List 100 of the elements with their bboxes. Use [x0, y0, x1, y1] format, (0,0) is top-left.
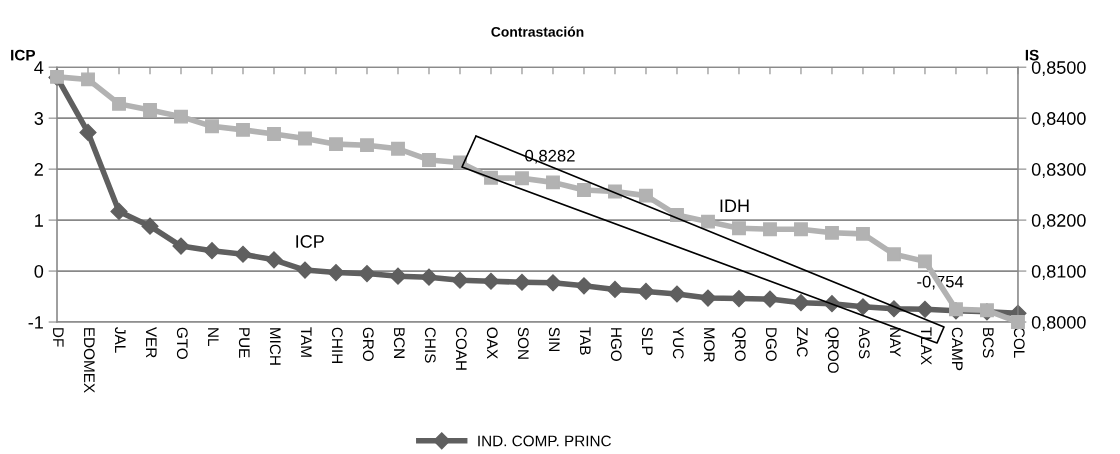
y2-tick-label: 0,8400 — [1031, 112, 1086, 128]
point — [422, 153, 436, 167]
point — [79, 123, 97, 141]
point — [389, 267, 407, 285]
point — [296, 261, 314, 279]
point — [298, 131, 312, 146]
x-tick-label: BCN — [393, 328, 405, 358]
x-tick-label: TAB — [580, 327, 591, 355]
point — [637, 282, 655, 300]
y-axis-title: ICP — [11, 49, 36, 61]
x-tick-label: BCS — [982, 328, 994, 358]
x-tick-label: SLP — [641, 327, 653, 355]
point — [234, 245, 252, 263]
y2-tick-label: 0,8300 — [1031, 163, 1086, 178]
y-tick-label: 0 — [34, 264, 44, 278]
point — [918, 254, 932, 269]
x-tick-label: JAL — [114, 327, 126, 353]
point — [854, 298, 872, 316]
x-tick-label: CHIS — [424, 327, 436, 363]
x-tick-label: EDOMEX — [83, 328, 95, 393]
point — [420, 268, 438, 286]
point — [358, 265, 376, 283]
point — [236, 122, 250, 137]
point — [265, 251, 283, 269]
y-tick-label: 1 — [35, 214, 43, 227]
x-tick-label: TAM — [301, 327, 312, 357]
y-tick-label: 2 — [34, 163, 43, 176]
point — [825, 225, 839, 240]
point — [205, 119, 219, 134]
x-tick-label: NAY — [890, 328, 901, 357]
point — [668, 285, 686, 303]
point — [639, 188, 653, 203]
y-tick-label: 3 — [34, 112, 44, 125]
point — [544, 274, 562, 292]
x-tick-label: CAMP — [951, 327, 963, 371]
x-tick-label: GTO — [176, 327, 188, 359]
x-tick-label: ZAC — [796, 327, 808, 357]
point — [730, 290, 748, 308]
annotation: 0,8282 — [525, 149, 575, 164]
point — [792, 294, 810, 312]
x-tick-label: OAX — [486, 327, 498, 359]
point — [451, 271, 469, 289]
x-tick-label: DGO — [765, 328, 777, 361]
y2-tick-label: 0,8200 — [1031, 214, 1086, 229]
legend-label: IND. COMP. PRINC — [478, 435, 611, 447]
point — [577, 183, 591, 197]
x-tick-label: COAH — [455, 327, 467, 370]
point — [203, 242, 221, 260]
point — [391, 141, 405, 156]
x-tick-label: SIN — [548, 327, 560, 352]
annotation: ICP — [296, 235, 324, 248]
x-tick-label: CHIH — [331, 327, 343, 363]
x-tick-label: HGO — [610, 328, 622, 361]
point — [172, 237, 190, 255]
x-tick-label: PUE — [238, 328, 250, 358]
y-tick-label: 4 — [34, 61, 44, 74]
point — [143, 103, 157, 117]
chart-title: Contrastación — [491, 26, 584, 37]
point — [81, 72, 95, 87]
x-tick-label: DF — [53, 328, 64, 347]
point — [482, 272, 500, 290]
point — [916, 300, 934, 318]
y-tick-label: -1 — [28, 316, 43, 329]
annotation: IDH — [720, 199, 749, 213]
point — [761, 290, 779, 308]
x-tick-label: VER — [146, 326, 157, 358]
point — [794, 222, 808, 237]
x-tick-label: MICH — [269, 328, 281, 365]
point — [327, 264, 345, 282]
point — [174, 109, 188, 124]
x-tick-label: MOR — [703, 328, 715, 362]
point — [513, 273, 531, 291]
point — [575, 277, 593, 295]
x-tick-label: TLAX — [921, 327, 932, 365]
x-tick-label: GRO — [362, 327, 374, 361]
point — [699, 289, 717, 307]
x-tick-label: YUC — [672, 327, 684, 359]
point — [110, 202, 128, 220]
x-tick-label: AGS — [858, 326, 870, 359]
point — [606, 280, 624, 298]
y2-tick-label: 0,8000 — [1031, 315, 1086, 331]
x-tick-label: SON — [517, 327, 529, 359]
y2-tick-label: 0,8100 — [1031, 264, 1086, 280]
point — [267, 127, 281, 141]
point — [141, 217, 159, 235]
point — [887, 247, 901, 262]
x-tick-label: NL — [208, 328, 219, 346]
point — [360, 138, 374, 153]
point — [701, 214, 715, 229]
x-tick-label: QRO — [732, 327, 746, 361]
point — [732, 221, 746, 236]
x-tick-label: QROO — [825, 327, 839, 373]
point — [546, 175, 560, 190]
point — [329, 137, 343, 152]
point — [763, 222, 777, 237]
point — [856, 226, 870, 241]
y2-axis-title: IS — [1025, 49, 1039, 61]
point — [515, 171, 529, 186]
y2-tick-label: 0,8500 — [1031, 61, 1086, 77]
point — [112, 96, 126, 111]
